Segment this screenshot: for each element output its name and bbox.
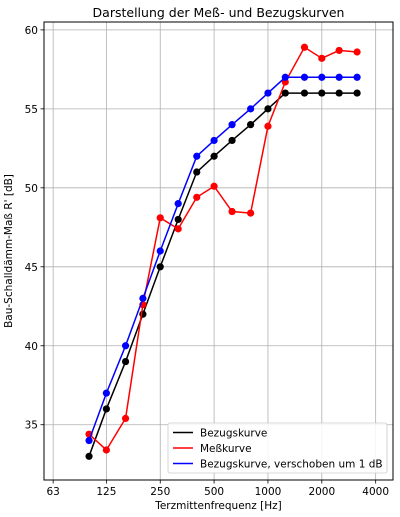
- data-point: [193, 152, 201, 160]
- plot-frame: [43, 21, 394, 481]
- data-point: [156, 214, 164, 222]
- series-line: [88, 92, 358, 457]
- data-point: [139, 294, 147, 302]
- data-point: [193, 168, 201, 176]
- data-point: [335, 46, 343, 55]
- series-line: [88, 76, 358, 441]
- series-2: [85, 43, 361, 454]
- data-point: [335, 89, 343, 97]
- data-point: [174, 215, 182, 224]
- y-tick-label: 55: [25, 104, 38, 116]
- data-point: [102, 446, 110, 454]
- y-tick-label: 60: [25, 25, 38, 37]
- data-point: [156, 263, 164, 271]
- data-point: [353, 89, 361, 97]
- x-tick-label: 63: [46, 486, 59, 498]
- data-point: [210, 136, 218, 145]
- data-point: [174, 200, 182, 208]
- x-tick-label: 1000: [255, 486, 282, 498]
- ticks-layer: 63 125 250 500 1000 2000 4000 35 40 45 50 55 60: [25, 25, 389, 498]
- data-point: [121, 414, 130, 423]
- y-tick-label: 45: [25, 262, 38, 274]
- data-point: [156, 247, 164, 255]
- data-point: [335, 73, 343, 81]
- data-point: [264, 105, 272, 113]
- legend-entry: Meßkurve: [200, 443, 252, 455]
- data-point: [210, 182, 218, 190]
- data-point: [228, 136, 236, 145]
- legend-entry: Bezugskurve: [200, 428, 267, 440]
- data-point: [102, 389, 110, 397]
- data-point: [318, 73, 326, 81]
- x-tick-label: 125: [96, 486, 116, 498]
- data-point: [353, 48, 361, 56]
- data-point: [85, 452, 93, 460]
- data-point: [193, 193, 201, 201]
- x-tick-label: 4000: [362, 486, 389, 498]
- y-tick-label: 40: [25, 341, 38, 353]
- data-point: [300, 43, 309, 51]
- data-point: [264, 122, 272, 130]
- data-point: [247, 121, 255, 129]
- data-point: [174, 225, 182, 233]
- legend: Bezugskurve Meßkurve Bezugskurve, verschob…: [167, 422, 388, 474]
- data-point: [85, 436, 93, 445]
- data-point: [264, 89, 272, 97]
- x-tick-label: 500: [204, 486, 224, 498]
- legend-box: [167, 422, 388, 474]
- data-point: [300, 89, 309, 97]
- data-point: [102, 405, 110, 413]
- y-tick-label: 50: [25, 183, 38, 195]
- chart-title: Darstellung der Meß- und Bezugskurven: [93, 5, 345, 20]
- data-point: [228, 121, 236, 129]
- data-point: [318, 89, 326, 97]
- data-point: [121, 357, 130, 366]
- series-layer: [85, 43, 361, 460]
- series-1: [85, 89, 361, 460]
- grid-layer: [44, 22, 393, 480]
- legend-entry: Bezugskurve, verschoben um 1 dB: [200, 459, 383, 471]
- data-point: [121, 342, 130, 350]
- series-line: [88, 46, 358, 452]
- data-point: [353, 73, 361, 81]
- data-point: [318, 54, 326, 62]
- data-point: [210, 152, 218, 160]
- data-point: [247, 209, 255, 217]
- x-tick-label: 250: [150, 486, 170, 498]
- data-point: [247, 105, 255, 113]
- y-tick-label: 35: [25, 420, 38, 432]
- x-axis-label: Terzmittenfrequenz [Hz]: [154, 500, 282, 512]
- series-3: [85, 73, 361, 445]
- y-axis-label: Bau-Schalldämm-Maß R' [dB]: [3, 174, 15, 328]
- data-point: [228, 207, 236, 216]
- data-point: [281, 89, 289, 97]
- data-point: [300, 73, 309, 81]
- x-tick-label: 2000: [308, 486, 335, 498]
- data-point: [281, 73, 289, 81]
